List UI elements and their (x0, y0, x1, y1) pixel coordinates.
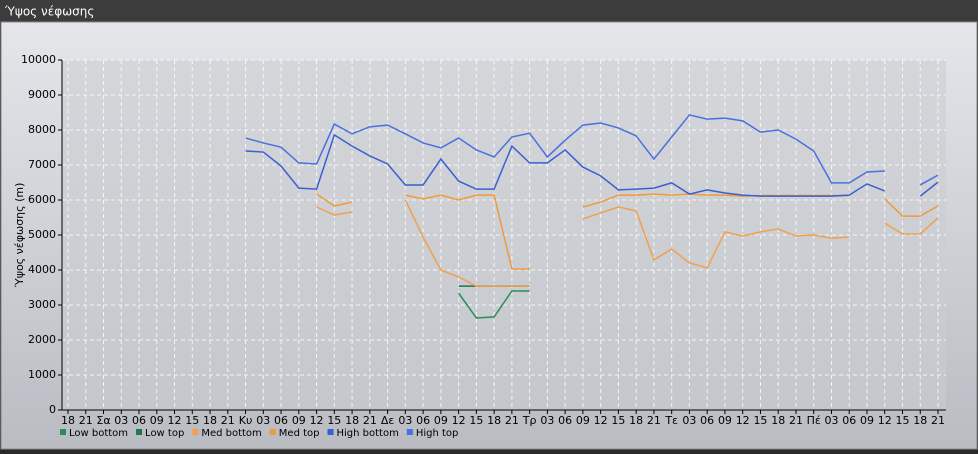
x-tick-label: 18 (487, 414, 501, 427)
y-tick-label: 7000 (28, 158, 56, 171)
title-bar (0, 0, 978, 22)
legend-label: High bottom (337, 428, 399, 439)
legend-swatch (60, 429, 66, 435)
series-line (405, 194, 530, 270)
x-tick-label: 15 (895, 414, 909, 427)
x-tick-label: 15 (611, 414, 625, 427)
window-title: Ύψος νέφωσης (4, 5, 94, 19)
x-tick-label: Τρ (522, 414, 537, 427)
legend-swatch (269, 429, 276, 435)
legend-label: High top (416, 428, 459, 439)
series-line (919, 174, 939, 186)
x-tick-label: Σα (96, 414, 110, 427)
y-tick-label: 2000 (28, 333, 56, 346)
x-tick-label: 03 (398, 414, 412, 427)
y-tick-label: 10000 (21, 53, 56, 66)
legend-swatch (192, 429, 199, 435)
x-tick-label: 12 (452, 414, 466, 427)
x-tick-label: 09 (576, 414, 590, 427)
x-tick-label: 18 (913, 414, 927, 427)
x-tick-label: 12 (736, 414, 750, 427)
x-tick-label: 21 (647, 414, 661, 427)
y-tick-label: 9000 (28, 88, 56, 101)
series-line (245, 114, 885, 184)
legend-label: Low bottom (69, 428, 128, 439)
x-tick-label: 15 (327, 414, 341, 427)
x-tick-label: 18 (771, 414, 785, 427)
x-tick-label: 18 (203, 414, 217, 427)
x-tick-label: 06 (274, 414, 288, 427)
legend-swatch (327, 429, 334, 435)
y-tick-label: 4000 (28, 263, 56, 276)
x-tick-label: 03 (682, 414, 696, 427)
legend-swatch (406, 429, 413, 435)
x-tick-label: 21 (221, 414, 235, 427)
y-tick-label: 8000 (28, 123, 56, 136)
x-tick-label: Πέ (807, 414, 821, 427)
x-tick-label: 12 (310, 414, 324, 427)
y-tick-label: 5000 (28, 228, 56, 241)
series-line (458, 290, 530, 319)
series-line (404, 199, 530, 287)
x-tick-label: Δε (381, 414, 395, 427)
x-tick-label: 09 (292, 414, 306, 427)
x-tick-label: 18 (61, 414, 75, 427)
y-tick-label: 6000 (28, 193, 56, 206)
x-tick-label: 12 (878, 414, 892, 427)
legend-swatch (136, 429, 143, 435)
x-tick-label: 21 (505, 414, 519, 427)
x-tick-label: 12 (168, 414, 182, 427)
x-tick-label: 06 (132, 414, 146, 427)
x-tick-label: 15 (185, 414, 199, 427)
series-line (582, 206, 850, 269)
series-line (884, 198, 939, 217)
x-tick-label: 06 (842, 414, 856, 427)
y-tick-label: 1000 (28, 368, 56, 381)
x-tick-label: 15 (753, 414, 767, 427)
legend-label: Low top (145, 428, 184, 439)
y-tick-label: 3000 (28, 298, 56, 311)
series-line (245, 133, 886, 197)
series-line (316, 193, 353, 207)
x-tick-label: 12 (594, 414, 608, 427)
x-tick-label: 06 (700, 414, 714, 427)
plot: 0 1000 2000 3000 4000 5000 6000 7000 8000 9000 100… (21, 53, 946, 427)
x-tick-label: 03 (824, 414, 838, 427)
x-tick-label: 21 (79, 414, 93, 427)
x-tick-label: Κυ (239, 414, 253, 427)
x-tick-label: 15 (469, 414, 483, 427)
x-tick-label: 09 (718, 414, 732, 427)
x-tick-label: 03 (256, 414, 270, 427)
x-tick-label: 21 (931, 414, 945, 427)
series-line (919, 181, 939, 197)
series-line (316, 206, 353, 216)
x-tick-label: 18 (629, 414, 643, 427)
legend-label: Med top (279, 428, 320, 439)
y-tick-label: 0 (49, 403, 56, 416)
x-tick-label: 21 (363, 414, 377, 427)
x-tick-label: 21 (789, 414, 803, 427)
legend-label: Med bottom (201, 428, 261, 439)
y-axis-label: Ύψος νέφωσης (m) (13, 183, 26, 289)
x-tick-label: Τε (664, 414, 678, 427)
series-line (884, 217, 939, 235)
x-tick-label: 09 (150, 414, 164, 427)
x-tick-label: 06 (416, 414, 430, 427)
x-tick-label: 03 (540, 414, 554, 427)
x-tick-label: 09 (860, 414, 874, 427)
x-tick-label: 06 (558, 414, 572, 427)
x-tick-label: 18 (345, 414, 359, 427)
x-tick-label: 03 (114, 414, 128, 427)
x-tick-label: 09 (434, 414, 448, 427)
